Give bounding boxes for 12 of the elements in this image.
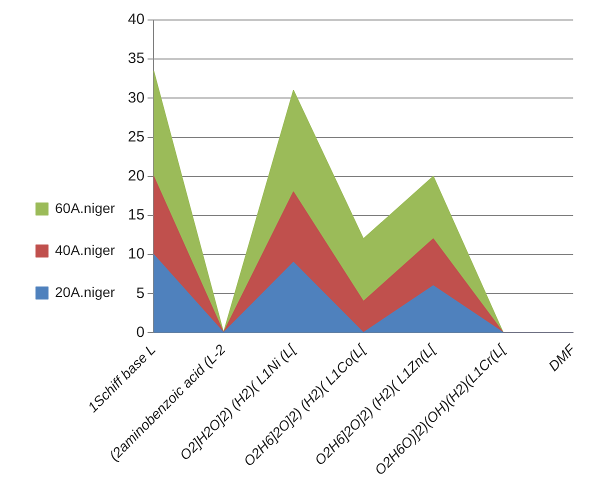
legend-label: 40A.niger bbox=[55, 242, 116, 258]
y-tick-label: 20 bbox=[128, 168, 145, 184]
y-tick-label: 0 bbox=[136, 324, 145, 341]
y-tick-label: 30 bbox=[128, 89, 145, 106]
y-tick-label: 10 bbox=[128, 246, 145, 263]
y-tick-label: 40 bbox=[128, 11, 145, 28]
legend-label: 60A.niger bbox=[55, 200, 116, 216]
y-tick-label: 5 bbox=[136, 284, 145, 302]
legend-label: 20A.niger bbox=[55, 284, 116, 300]
y-tick-label: 15 bbox=[128, 206, 145, 224]
y-tick-label: 35 bbox=[128, 50, 145, 68]
y-tick-label: 25 bbox=[128, 128, 145, 146]
